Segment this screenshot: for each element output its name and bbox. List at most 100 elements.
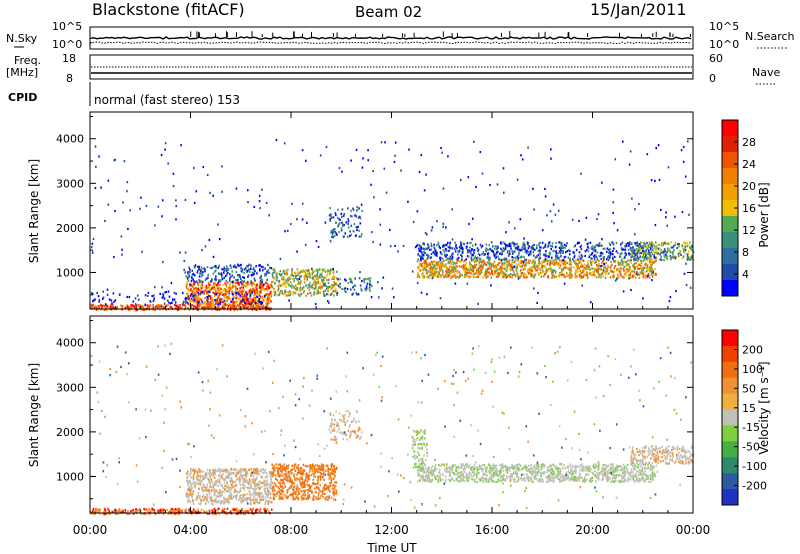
power-echo-cell	[216, 298, 219, 301]
power-echo-cell	[498, 261, 501, 264]
power-echo-cell	[271, 281, 273, 284]
power-echo-cell	[642, 245, 644, 248]
velocity-echo-cell	[149, 512, 152, 515]
power-echo-cell	[520, 255, 522, 258]
power-echo-cell	[648, 244, 651, 247]
power-echo-cell	[663, 248, 666, 251]
power-echo-cell	[628, 274, 630, 277]
power-echo-cell	[196, 271, 199, 274]
power-echo-cell	[597, 273, 600, 276]
power-echo-cell	[676, 247, 679, 250]
power-echo-cell	[502, 262, 504, 265]
power-echo-cell	[313, 278, 316, 281]
power-echo-cell	[189, 302, 191, 305]
power-echo-cell	[226, 299, 228, 302]
power-echo-cell	[576, 271, 578, 274]
power-echo-cell	[541, 229, 544, 232]
power-echo-cell	[422, 272, 424, 275]
velocity-echo-cell	[146, 509, 149, 512]
power-echo-cell	[141, 305, 144, 308]
power-echo-cell	[472, 217, 474, 220]
power-echo-cell	[271, 275, 274, 278]
power-echo-cell	[486, 252, 489, 255]
power-echo-cell	[200, 280, 202, 283]
power-echo-cell	[235, 187, 238, 190]
velocity-echo-cell	[270, 474, 273, 477]
power-echo-cell	[445, 248, 447, 251]
power-echo-cell	[581, 265, 584, 268]
power-echo-cell	[470, 241, 472, 244]
velocity-echo-cell	[215, 483, 217, 486]
power-echo-cell	[199, 272, 202, 275]
power-echo-cell	[531, 265, 534, 268]
velocity-echo-cell	[255, 485, 258, 488]
power-echo-cell	[647, 273, 650, 276]
power-echo-cell	[92, 303, 94, 306]
power-echo-cell	[356, 293, 358, 296]
velocity-echo-cell	[187, 470, 189, 473]
power-echo-cell	[634, 242, 636, 245]
power-echo-cell	[229, 308, 232, 311]
power-echo-cell	[651, 245, 654, 248]
power-echo-cell	[516, 275, 519, 279]
power-echo-cell	[172, 298, 174, 301]
power-echo-cell	[160, 154, 163, 157]
power-echo-cell	[434, 269, 436, 272]
power-echo-cell	[259, 279, 262, 282]
velocity-echo-cell	[192, 480, 195, 483]
power-echo-cell	[625, 265, 627, 268]
power-echo-cell	[597, 267, 600, 270]
power-echo-cell	[584, 267, 587, 270]
power-echo-cell	[511, 256, 513, 259]
power-echo-cell	[568, 274, 570, 277]
power-echo-cell	[671, 251, 674, 254]
power-echo-cell	[574, 273, 577, 276]
power-echo-cell	[237, 273, 239, 277]
power-echo-cell	[436, 263, 439, 267]
power-echo-cell	[438, 265, 441, 268]
power-echo-cell	[653, 255, 656, 259]
power-echo-cell	[462, 260, 464, 263]
power-echo-cell	[611, 241, 613, 244]
power-echo-cell	[601, 238, 603, 241]
power-echo-cell	[549, 262, 551, 265]
power-echo-cell	[435, 272, 438, 275]
power-echo-cell	[469, 246, 471, 249]
power-echo-cell	[200, 284, 202, 287]
velocity-echo-cell	[192, 467, 195, 470]
power-echo-cell	[473, 257, 476, 260]
power-echo-cell	[667, 249, 669, 252]
power-echo-cell	[576, 266, 578, 269]
power-echo-cell	[505, 244, 507, 247]
power-echo-cell	[451, 238, 454, 241]
power-echo-cell	[505, 231, 507, 234]
power-echo-cell	[554, 276, 556, 279]
power-echo-cell	[633, 260, 635, 263]
power-echo-cell	[464, 271, 467, 274]
power-echo-cell	[258, 284, 261, 287]
power-echo-cell	[597, 275, 600, 279]
power-echo-cell	[220, 291, 223, 294]
power-echo-cell	[470, 259, 473, 262]
power-echo-cell	[625, 260, 628, 264]
power-echo-cell	[436, 251, 438, 254]
power-echo-cell	[193, 166, 195, 170]
power-echo-cell	[501, 270, 503, 273]
power-echo-cell	[534, 248, 537, 251]
power-echo-cell	[248, 292, 250, 295]
power-echo-cell	[316, 292, 318, 295]
power-echo-cell	[262, 304, 265, 307]
power-echo-cell	[142, 308, 145, 311]
power-echo-cell	[478, 262, 481, 265]
power-echo-cell	[291, 270, 294, 273]
power-echo-cell	[277, 280, 280, 283]
power-echo-cell	[319, 291, 322, 294]
power-echo-cell	[674, 215, 676, 218]
power-echo-cell	[221, 274, 223, 277]
power-echo-cell	[275, 274, 278, 277]
power-echo-cell	[614, 265, 616, 268]
power-echo-cell	[529, 266, 532, 269]
power-echo-cell	[262, 265, 264, 269]
power-echo-cell	[196, 289, 199, 292]
power-echo-cell	[181, 304, 184, 308]
